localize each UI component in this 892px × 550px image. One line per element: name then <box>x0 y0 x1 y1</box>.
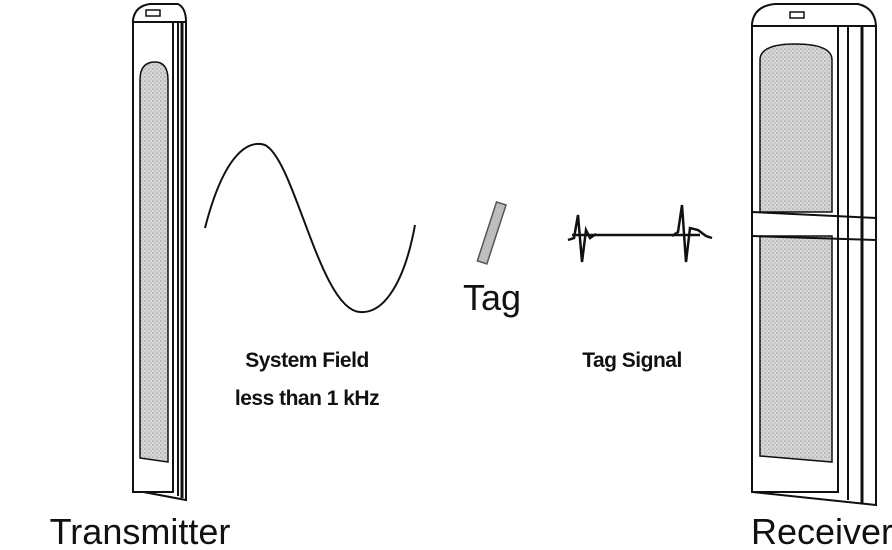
tag-signal-label: Tag Signal <box>582 349 682 372</box>
tag <box>476 200 507 265</box>
system-field-label: System Field <box>245 349 369 372</box>
receiver-pedestal <box>751 3 877 507</box>
transmitter-pedestal <box>132 3 187 502</box>
tag-label: Tag <box>463 277 521 318</box>
transmitter-label: Transmitter <box>50 511 231 550</box>
receiver-label: Receiver <box>751 511 892 550</box>
tag-signal <box>567 204 713 263</box>
system-field-label: less than 1 kHz <box>235 387 379 410</box>
system-field-wave <box>204 142 416 314</box>
